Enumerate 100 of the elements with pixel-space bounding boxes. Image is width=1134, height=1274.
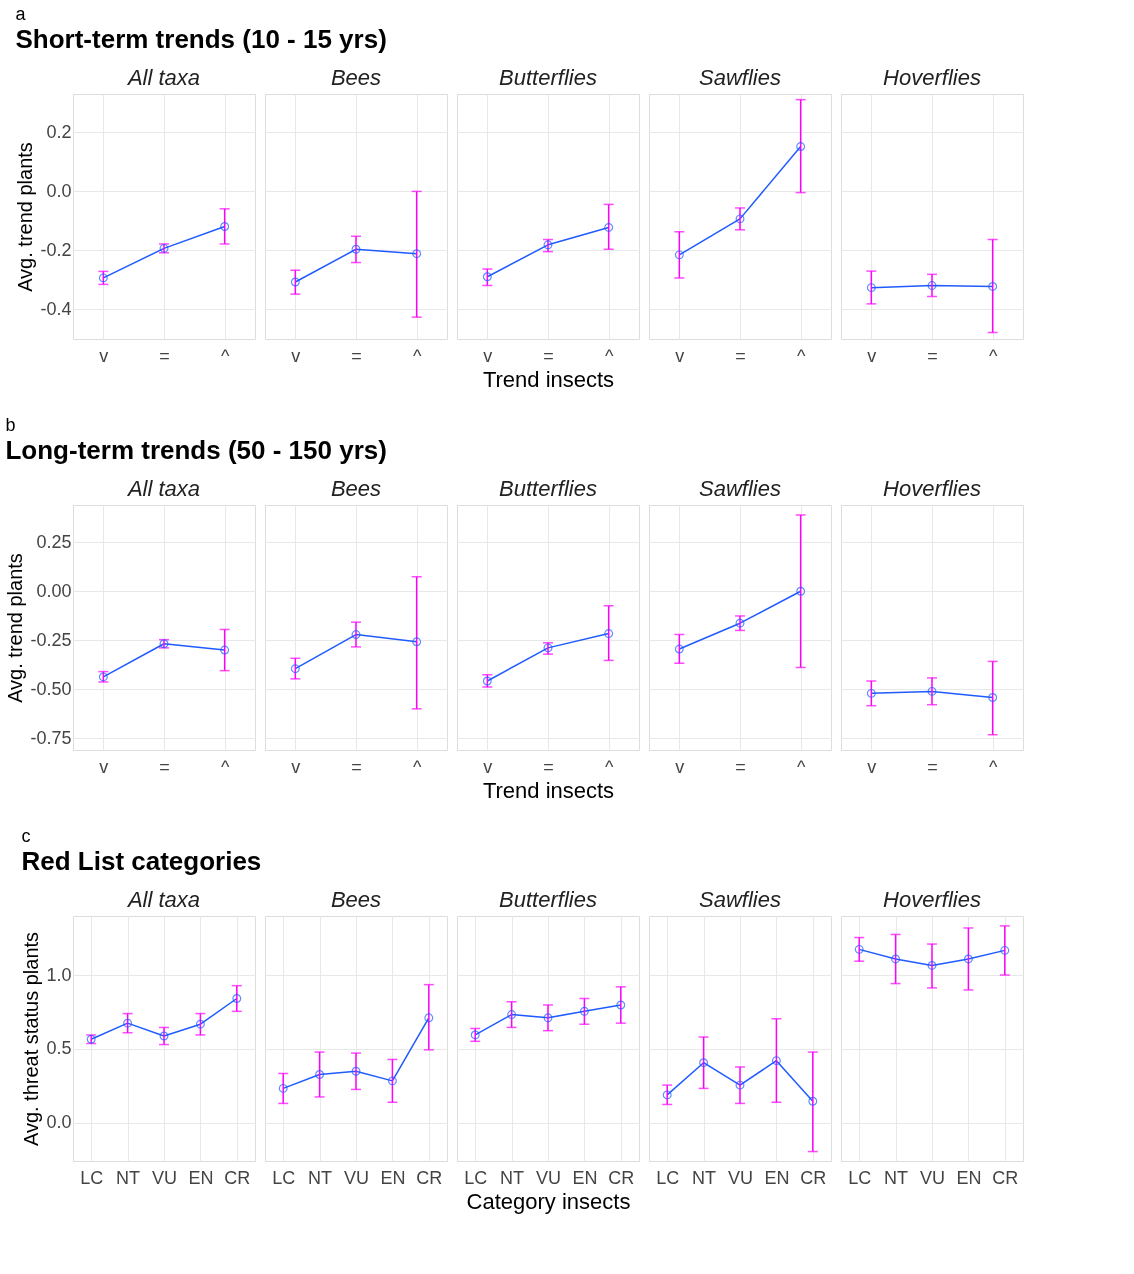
x-tick-label: = xyxy=(927,345,938,366)
chart-title: Hoverflies xyxy=(883,65,981,90)
y-tick-label: -0.25 xyxy=(30,629,72,650)
point xyxy=(507,1010,517,1020)
chart-title: All taxa xyxy=(125,887,201,912)
x-tick-label: CR xyxy=(992,1167,1019,1188)
x-tick-label: = xyxy=(735,345,746,366)
x-tick-label: ^ xyxy=(220,756,230,777)
y-tick-label: 0.0 xyxy=(46,1112,72,1133)
x-axis-title: Category insects xyxy=(466,1188,631,1214)
x-tick-label: ^ xyxy=(220,345,230,366)
point xyxy=(1000,945,1010,955)
x-tick-label: v xyxy=(99,345,109,366)
y-tick-label: -0.50 xyxy=(30,678,72,699)
y-tick-label: 0.0 xyxy=(46,180,72,201)
x-tick-label: v xyxy=(483,345,493,366)
x-tick-label: = xyxy=(735,756,746,777)
x-tick-label: LC xyxy=(80,1167,104,1188)
point xyxy=(927,960,937,970)
chart-title: Butterflies xyxy=(499,887,597,912)
point xyxy=(220,645,230,655)
x-tick-label: LC xyxy=(848,1167,872,1188)
x-tick-label: ^ xyxy=(412,345,422,366)
y-tick-label: 0.5 xyxy=(46,1038,72,1059)
text: a xyxy=(15,3,27,24)
x-tick-label: ^ xyxy=(796,345,806,366)
text: Short-term trends (10 - 15 yrs) xyxy=(15,23,387,54)
point xyxy=(220,222,230,231)
chart-title: Hoverflies xyxy=(883,887,981,912)
x-axis-title: Trend insects xyxy=(482,777,615,803)
point xyxy=(424,1013,434,1023)
x-tick-label: EN xyxy=(764,1167,790,1188)
point xyxy=(351,1066,361,1076)
point xyxy=(315,1070,325,1079)
chart-title: Bees xyxy=(330,887,382,912)
x-tick-label: v xyxy=(867,345,877,366)
chart-title: Sawflies xyxy=(699,65,781,90)
point xyxy=(771,1056,781,1066)
x-tick-label: CR xyxy=(416,1167,443,1188)
point xyxy=(854,944,864,954)
x-tick-label: VU xyxy=(919,1167,946,1188)
point xyxy=(699,1058,709,1068)
y-axis-title: Avg. trend plants xyxy=(4,553,27,703)
y-tick-label: 0.00 xyxy=(36,580,72,601)
x-tick-label: NT xyxy=(692,1167,717,1188)
point xyxy=(123,1018,133,1028)
x-tick-label: CR xyxy=(608,1167,635,1188)
x-tick-label: = xyxy=(159,756,170,777)
x-tick-label: = xyxy=(351,756,362,777)
x-tick-label: v xyxy=(291,756,301,777)
x-axis-title: Trend insects xyxy=(482,366,615,392)
x-tick-label: v xyxy=(675,756,685,777)
text: Red List categories xyxy=(21,845,262,876)
x-tick-label: v xyxy=(867,756,877,777)
x-tick-label: ^ xyxy=(988,756,998,777)
x-tick-label: ^ xyxy=(604,756,614,777)
text: b xyxy=(5,414,16,435)
point xyxy=(543,1013,553,1023)
x-tick-label: v xyxy=(483,756,493,777)
x-tick-label: = xyxy=(159,345,170,366)
y-tick-label: -0.2 xyxy=(40,239,72,260)
x-tick-label: NT xyxy=(308,1167,333,1188)
point xyxy=(662,1090,672,1100)
x-tick-label: ^ xyxy=(796,756,806,777)
point xyxy=(278,1083,288,1093)
x-tick-label: = xyxy=(543,345,554,366)
x-tick-label: EN xyxy=(956,1167,982,1188)
y-tick-label: 1.0 xyxy=(46,964,72,985)
chart-title: Hoverflies xyxy=(883,476,981,501)
point xyxy=(579,1006,589,1016)
y-tick-label: -0.75 xyxy=(30,727,72,748)
x-tick-label: = xyxy=(543,756,554,777)
x-tick-label: v xyxy=(291,345,301,366)
x-tick-label: CR xyxy=(224,1167,251,1188)
point xyxy=(891,954,901,964)
x-tick-label: EN xyxy=(572,1167,598,1188)
x-tick-label: NT xyxy=(116,1167,141,1188)
point xyxy=(387,1076,397,1086)
y-axis-title: Avg. trend plants xyxy=(14,142,37,292)
x-tick-label: CR xyxy=(800,1167,827,1188)
x-tick-label: EN xyxy=(188,1167,214,1188)
x-tick-label: LC xyxy=(272,1167,296,1188)
x-tick-label: ^ xyxy=(988,345,998,366)
chart-title: Sawflies xyxy=(699,887,781,912)
chart-title: Butterflies xyxy=(499,476,597,501)
chart-title: Bees xyxy=(330,476,382,501)
text: c xyxy=(21,825,31,846)
x-tick-label: = xyxy=(927,756,938,777)
x-tick-label: ^ xyxy=(604,345,614,366)
chart-title: All taxa xyxy=(125,476,201,501)
y-tick-label: 0.2 xyxy=(46,121,72,142)
x-tick-label: EN xyxy=(380,1167,406,1188)
y-axis-title: Avg. threat status plants xyxy=(20,931,43,1147)
x-tick-label: NT xyxy=(500,1167,525,1188)
chart-title: Butterflies xyxy=(499,65,597,90)
point xyxy=(963,954,973,964)
point xyxy=(735,1080,745,1090)
chart-title: Sawflies xyxy=(699,476,781,501)
x-tick-label: VU xyxy=(343,1167,370,1188)
x-tick-label: LC xyxy=(656,1167,680,1188)
